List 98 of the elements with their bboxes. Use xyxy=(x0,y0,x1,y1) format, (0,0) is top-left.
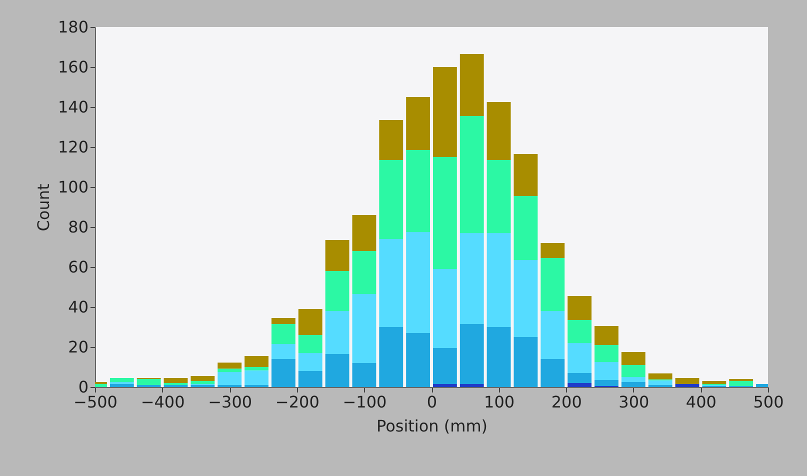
y-tick-label: 160 xyxy=(58,58,88,76)
bar xyxy=(190,376,215,381)
y-tick-label: 60 xyxy=(68,258,88,276)
y-tick-label: 40 xyxy=(68,298,88,316)
bar xyxy=(352,294,376,363)
bar xyxy=(379,239,404,327)
bar xyxy=(352,251,376,294)
bar xyxy=(271,318,296,324)
y-tick-label: 100 xyxy=(58,178,88,196)
bar xyxy=(675,384,700,387)
bar xyxy=(433,67,457,157)
bar xyxy=(325,240,350,271)
bar xyxy=(433,384,457,387)
bar xyxy=(271,344,296,359)
bar xyxy=(298,335,322,353)
y-tick-label: 120 xyxy=(58,138,88,156)
bar xyxy=(621,382,646,387)
bar xyxy=(406,97,430,150)
bar xyxy=(190,381,215,384)
bar xyxy=(486,327,511,387)
bar xyxy=(514,154,538,196)
bar xyxy=(298,353,322,371)
bar xyxy=(460,116,484,233)
bar xyxy=(352,363,376,387)
bar xyxy=(514,337,538,387)
bar xyxy=(298,309,322,335)
bar xyxy=(406,232,430,333)
bar xyxy=(621,365,646,377)
bar xyxy=(621,352,646,365)
x-tick-label: 500 xyxy=(753,392,784,412)
bar xyxy=(648,373,672,380)
bar xyxy=(568,373,592,383)
bar xyxy=(379,120,404,160)
bar xyxy=(568,296,592,320)
bar xyxy=(406,150,430,232)
bar xyxy=(460,233,484,324)
bar xyxy=(379,160,404,239)
bar xyxy=(244,370,268,385)
bar xyxy=(244,367,268,370)
bar xyxy=(702,381,726,384)
x-tick-label: −200 xyxy=(275,392,320,412)
bar xyxy=(648,380,672,385)
bar xyxy=(325,311,350,354)
y-tick-label: 80 xyxy=(68,218,88,236)
bar xyxy=(568,343,592,373)
bar xyxy=(271,359,296,387)
bar xyxy=(540,243,565,258)
bar xyxy=(460,384,484,387)
bar xyxy=(486,102,511,160)
bar xyxy=(218,372,242,385)
bar xyxy=(433,269,457,348)
x-tick-label: −100 xyxy=(342,392,387,412)
bar xyxy=(379,327,404,387)
bar xyxy=(136,379,161,385)
x-tick-label: −400 xyxy=(140,392,185,412)
bar xyxy=(594,380,618,386)
bar xyxy=(460,54,484,116)
bar xyxy=(325,271,350,311)
bar xyxy=(486,160,511,233)
bar xyxy=(433,157,457,269)
x-tick-label: 100 xyxy=(484,392,515,412)
bar xyxy=(110,384,134,387)
bar xyxy=(540,359,565,387)
bar xyxy=(271,324,296,344)
bar xyxy=(110,378,134,382)
x-tick-label: 0 xyxy=(426,392,438,412)
x-tick-label: 400 xyxy=(686,392,716,412)
bar xyxy=(514,260,538,337)
bar xyxy=(244,356,268,367)
y-tick-label: 140 xyxy=(58,98,88,116)
bar xyxy=(406,333,430,387)
bar xyxy=(218,362,242,369)
y-tick-label: 20 xyxy=(68,338,88,356)
x-axis-title: Position (mm) xyxy=(376,416,488,436)
bar xyxy=(218,368,242,372)
x-tick-label: −300 xyxy=(208,392,252,412)
bar xyxy=(460,324,484,384)
bar xyxy=(164,378,188,383)
bar xyxy=(540,311,565,359)
bar xyxy=(594,362,618,380)
bar xyxy=(594,345,618,362)
bar xyxy=(621,377,646,382)
bar xyxy=(352,215,376,251)
bar xyxy=(325,354,350,387)
bar xyxy=(514,196,538,260)
bar xyxy=(540,258,565,311)
bar xyxy=(594,326,618,345)
bar xyxy=(486,233,511,327)
y-tick-label: 180 xyxy=(58,18,88,36)
bar xyxy=(729,381,754,386)
bar xyxy=(675,378,700,384)
bar xyxy=(568,320,592,343)
x-tick-label: 200 xyxy=(551,392,582,412)
bar xyxy=(568,383,592,387)
bar xyxy=(298,371,322,387)
y-axis-title: Count xyxy=(34,184,53,232)
x-tick-label: 300 xyxy=(618,392,650,412)
bar xyxy=(433,348,457,384)
